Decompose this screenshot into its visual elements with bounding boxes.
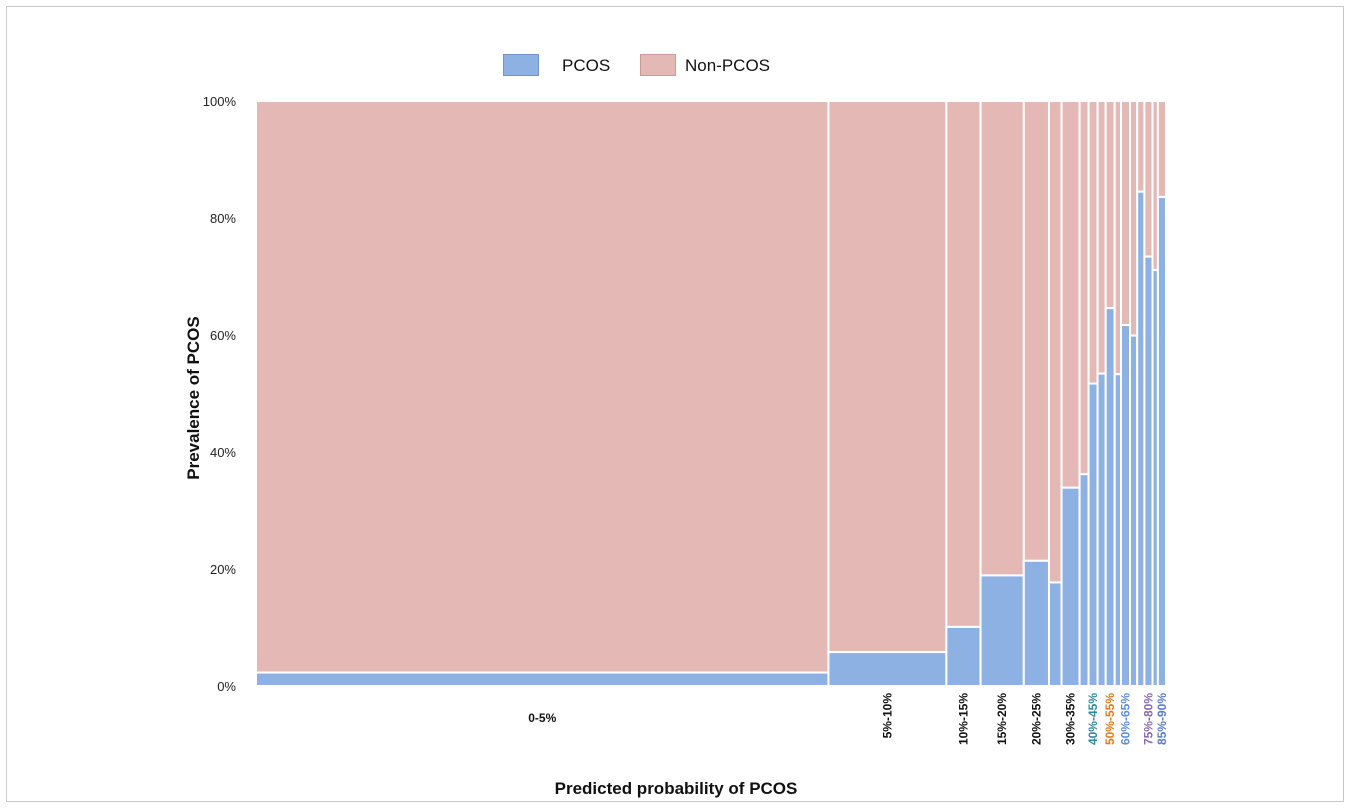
x-tick-label: 20%-25% [1029, 693, 1043, 745]
x-tick-label: 10%-15% [956, 693, 970, 745]
x-tick-label: 75%-80% [1141, 693, 1155, 745]
y-tick-label: 80% [210, 211, 236, 226]
non-pcos-segment [1104, 100, 1116, 310]
y-tick-label: 60% [210, 328, 236, 343]
x-tick-label: 5%-10% [880, 693, 894, 739]
x-tick-label: 0-5% [528, 711, 556, 725]
pcos-segment [945, 625, 982, 687]
pcos-segment [1047, 581, 1063, 688]
legend: PCOS Non-PCOS [0, 50, 1352, 82]
non-pcos-segment [1128, 100, 1139, 337]
x-tick-label: 60%-65% [1118, 693, 1132, 745]
pcos-segment [1022, 559, 1050, 687]
x-tick-label: 40%-45% [1086, 693, 1100, 745]
y-tick-label: 100% [203, 94, 237, 109]
pcos-segment [1119, 324, 1131, 687]
y-tick-label: 40% [210, 445, 236, 460]
non-pcos-segment [1096, 100, 1107, 375]
non-pcos-segment [1119, 100, 1131, 327]
legend-swatch-non-pcos [640, 54, 676, 76]
legend-label-pcos: PCOS [562, 56, 611, 75]
non-pcos-segment [1078, 100, 1090, 476]
non-pcos-segment [1087, 100, 1099, 385]
pcos-segment [1078, 473, 1090, 688]
pcos-segment [1096, 372, 1107, 687]
non-pcos-segment [1022, 100, 1050, 562]
x-axis-title: Predicted probability of PCOS [554, 779, 798, 798]
legend-swatch-pcos [503, 54, 539, 76]
figure-border [6, 6, 1344, 802]
pcos-segment [1104, 307, 1116, 687]
legend-label-non-pcos: Non-PCOS [685, 56, 771, 75]
x-tick-label: 50%-55% [1103, 693, 1117, 745]
pcos-segment [1060, 486, 1081, 687]
pcos-segment [979, 574, 1025, 687]
y-tick-label: 0% [217, 679, 236, 694]
pcos-segment [1087, 382, 1099, 687]
pcos-segment [1136, 190, 1146, 688]
non-pcos-segment [1060, 100, 1081, 489]
non-pcos-segment [1047, 100, 1063, 584]
x-tick-label: 85%-90% [1155, 693, 1169, 745]
pcos-segment [1128, 334, 1139, 687]
non-pcos-segment [945, 100, 982, 628]
pcos-segment [1143, 255, 1154, 687]
pcos-segment [1156, 195, 1168, 687]
y-axis-title: Prevalence of PCOS [184, 316, 203, 480]
y-tick-label: 20% [210, 562, 236, 577]
x-tick-label: 15%-20% [995, 693, 1009, 745]
x-tick-label: 30%-35% [1064, 693, 1078, 745]
pcos-segment [255, 671, 830, 687]
non-pcos-segment [1143, 100, 1154, 258]
non-pcos-segment [255, 100, 830, 674]
non-pcos-segment [1136, 100, 1146, 193]
non-pcos-segment [1156, 100, 1168, 198]
non-pcos-segment [827, 100, 948, 654]
non-pcos-segment [979, 100, 1025, 577]
pcos-segment [827, 651, 948, 688]
